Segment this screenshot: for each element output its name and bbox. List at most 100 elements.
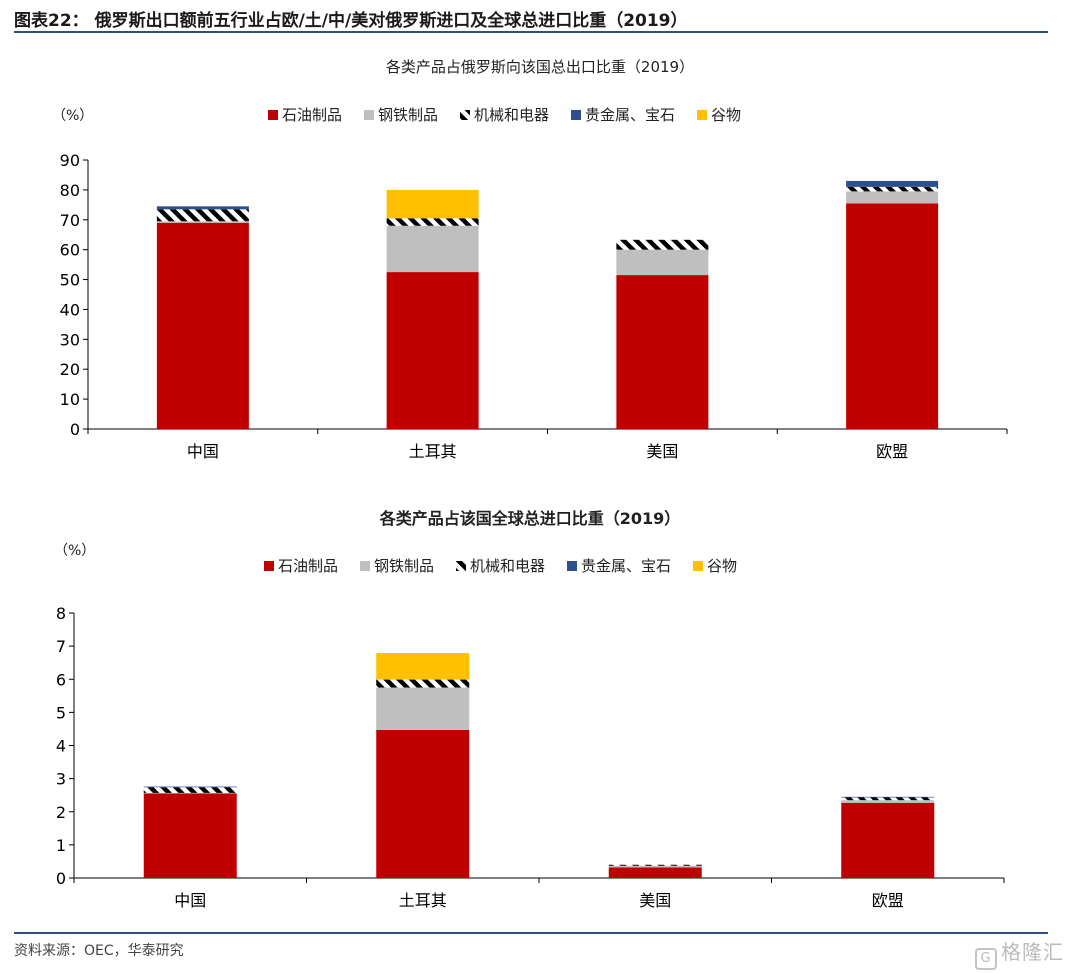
bar-series-2-1 — [143, 792, 237, 794]
y-tick-label: 0 — [70, 420, 80, 439]
footer-divider — [14, 932, 1048, 934]
bar-series-4-1 — [156, 206, 249, 210]
bar-series-3-4 — [846, 186, 939, 192]
y-tick-label: 0 — [56, 869, 66, 888]
bar-series-3-1 — [143, 787, 237, 793]
chart-export-share: 各类产品占俄罗斯向该国总出口比重（2019） （%） 石油制品 钢铁制品 机械和电器 贵金… — [52, 58, 1008, 461]
legend-item-2: 钢铁制品 — [360, 557, 434, 575]
bar-series-1-2 — [376, 729, 470, 878]
bar-series-4-4 — [846, 180, 939, 187]
bar-series-1-3 — [608, 867, 702, 878]
legend-item-1: 石油制品 — [264, 557, 338, 575]
bar-series-3-3 — [616, 239, 709, 250]
y-tick-label: 70 — [60, 211, 80, 230]
bar-series-3-2 — [376, 679, 470, 688]
legend-label: 石油制品 — [282, 106, 342, 124]
y-unit-label: （%） — [52, 108, 93, 124]
bar-series-2-4 — [846, 191, 939, 204]
legend-swatch — [460, 110, 470, 120]
bar-series-1-2 — [386, 272, 479, 429]
y-unit-label: （%） — [54, 543, 95, 559]
bar-series-2-3 — [608, 865, 702, 868]
x-tick-label: 欧盟 — [872, 891, 904, 910]
legend-swatch — [567, 561, 577, 571]
legend-swatch — [571, 110, 581, 120]
figure-title: 图表22： 俄罗斯出口额前五行业占欧/土/中/美对俄罗斯进口及全球总进口比重（2… — [14, 11, 688, 31]
bar-series-5-2 — [376, 653, 470, 680]
legend-label: 机械和电器 — [474, 106, 549, 124]
x-tick-label: 中国 — [187, 442, 219, 461]
title-divider — [14, 31, 1048, 33]
source-note: 资料来源：OEC，华泰研究 — [14, 943, 184, 959]
legend-item-4: 贵金属、宝石 — [571, 106, 675, 124]
bar-series-2-1 — [156, 221, 249, 223]
y-tick-label: 3 — [56, 770, 66, 789]
bar-series-1-4 — [841, 802, 935, 878]
watermark: G 格隆汇 — [975, 936, 1064, 970]
y-tick-label: 6 — [56, 670, 66, 689]
bar-series-5-2 — [386, 189, 479, 219]
legend-swatch — [697, 110, 707, 120]
legend-item-4: 贵金属、宝石 — [567, 557, 671, 575]
bar-series-1-1 — [156, 222, 249, 429]
legend-label: 贵金属、宝石 — [585, 106, 675, 124]
chart-title: 各类产品占俄罗斯向该国总出口比重（2019） — [386, 58, 694, 76]
bar-series-2-3 — [616, 249, 709, 276]
legend-swatch — [360, 561, 370, 571]
legend-swatch — [264, 561, 274, 571]
x-tick-label: 欧盟 — [876, 442, 908, 461]
bar-series-4-4 — [841, 796, 935, 798]
legend-label: 谷物 — [707, 557, 737, 575]
bar-series-2-2 — [376, 687, 470, 730]
bar-series-3-2 — [386, 218, 479, 226]
legend-swatch — [364, 110, 374, 120]
legend-item-5: 谷物 — [697, 106, 741, 124]
chart-title: 各类产品占该国全球总进口比重（2019） — [379, 509, 681, 528]
bar-series-1-3 — [616, 275, 709, 429]
y-tick-label: 30 — [60, 330, 80, 349]
bar-series-3-3 — [608, 864, 702, 866]
y-tick-label: 50 — [60, 271, 80, 290]
y-tick-label: 90 — [60, 151, 80, 170]
y-tick-label: 60 — [60, 241, 80, 260]
bar-series-1-1 — [143, 793, 237, 878]
watermark-text: 格隆汇 — [1001, 940, 1064, 964]
bar-series-4-1 — [143, 786, 237, 788]
legend-item-1: 石油制品 — [268, 106, 342, 124]
bar-series-2-4 — [841, 800, 935, 803]
y-tick-label: 4 — [56, 737, 66, 756]
x-tick-label: 中国 — [174, 891, 206, 910]
y-tick-label: 8 — [56, 604, 66, 623]
bar-series-3-4 — [841, 797, 935, 801]
legend-label: 贵金属、宝石 — [581, 557, 671, 575]
y-tick-label: 5 — [56, 703, 66, 722]
x-tick-label: 美国 — [639, 891, 671, 910]
legend-item-3: 机械和电器 — [460, 106, 549, 124]
x-tick-label: 土耳其 — [409, 442, 457, 461]
legend-label: 石油制品 — [278, 557, 338, 575]
bar-series-2-2 — [386, 225, 479, 273]
chart-import-share: 各类产品占该国全球总进口比重（2019） （%） 石油制品 钢铁制品 机械和电器 贵金属、… — [54, 509, 1005, 910]
y-tick-label: 20 — [60, 360, 80, 379]
y-tick-label: 40 — [60, 300, 80, 319]
legend-swatch — [456, 561, 466, 571]
watermark-logo-icon: G — [975, 948, 997, 970]
bar-series-1-4 — [846, 203, 939, 429]
legend-label: 钢铁制品 — [378, 106, 438, 124]
legend-label: 钢铁制品 — [374, 557, 434, 575]
x-tick-label: 土耳其 — [399, 891, 447, 910]
legend-item-3: 机械和电器 — [456, 557, 545, 575]
legend-swatch — [693, 561, 703, 571]
legend-item-2: 钢铁制品 — [364, 106, 438, 124]
legend-swatch — [268, 110, 278, 120]
y-tick-label: 1 — [56, 836, 66, 855]
y-tick-label: 2 — [56, 803, 66, 822]
x-tick-label: 美国 — [646, 442, 678, 461]
y-tick-label: 10 — [60, 390, 80, 409]
y-tick-label: 7 — [56, 637, 66, 656]
legend-item-5: 谷物 — [693, 557, 737, 575]
legend-label: 谷物 — [711, 106, 741, 124]
bar-series-3-1 — [156, 209, 249, 222]
legend-label: 机械和电器 — [470, 557, 545, 575]
y-tick-label: 80 — [60, 181, 80, 200]
